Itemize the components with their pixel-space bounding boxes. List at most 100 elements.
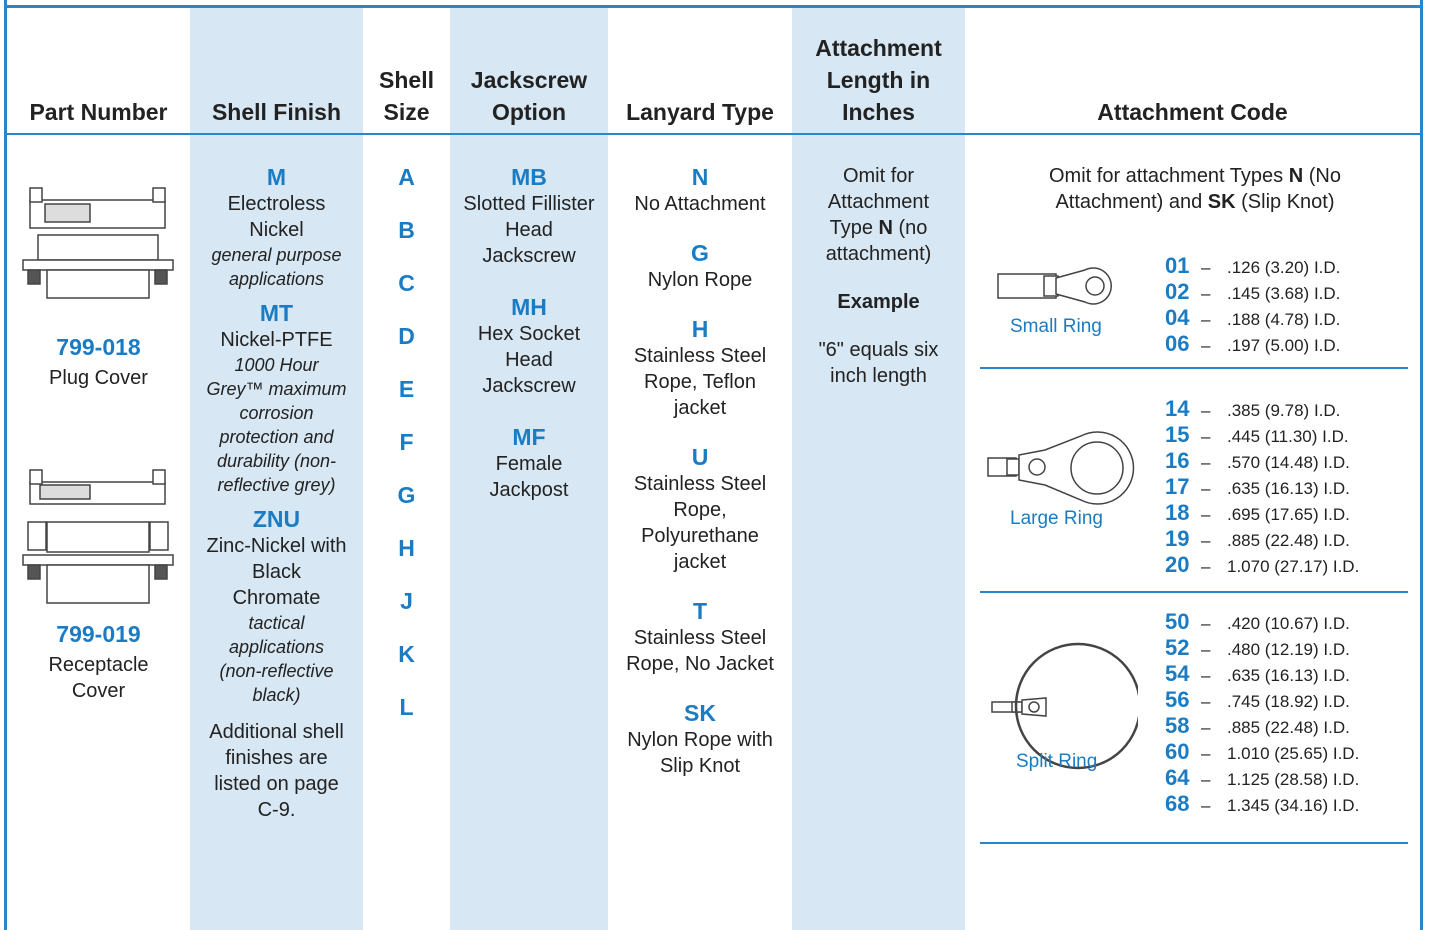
finish-note: tactical applications (non-reflective bl… bbox=[219, 613, 334, 705]
code-row: 04– .188 (4.78) I.D. bbox=[1165, 306, 1340, 332]
code-dash: – bbox=[1201, 666, 1211, 685]
finish-note: 1000 Hour Grey™ maximum corrosion protec… bbox=[206, 355, 347, 495]
attachment-code: 18 bbox=[1165, 500, 1190, 525]
finish-name: Electroless Nickel bbox=[227, 193, 326, 241]
part-code: 799-019 bbox=[56, 621, 141, 647]
attachment-code: 50 bbox=[1165, 609, 1190, 634]
code-row: 15– .445 (11.30) I.D. bbox=[1165, 423, 1359, 449]
header-cell: Lanyard Type bbox=[626, 99, 774, 125]
group-rule bbox=[980, 367, 1408, 369]
attachment-code: 14 bbox=[1165, 396, 1190, 421]
finish-item: ZNU Zinc-Nickel with Black Chromate tactic… bbox=[206, 505, 347, 707]
code-note-part: (No Attachment) and bbox=[1055, 165, 1341, 213]
ring-label: Small Ring bbox=[1010, 316, 1102, 337]
header-cell: Part Number bbox=[29, 99, 168, 125]
code-size: .745 (18.92) I.D. bbox=[1227, 692, 1350, 711]
attachment-code: 58 bbox=[1165, 713, 1190, 738]
code-size: .445 (11.30) I.D. bbox=[1227, 427, 1349, 446]
code-list: 50– .420 (10.67) I.D. 52– .480 (12.19) I.D.… bbox=[1165, 610, 1359, 818]
code-dash: – bbox=[1201, 453, 1211, 472]
code-row: 58– .885 (22.48) I.D. bbox=[1165, 714, 1359, 740]
lanyard-code: SK bbox=[684, 700, 716, 726]
jackscrew-name: Slotted Fillister Head Jackscrew bbox=[463, 193, 595, 267]
code-size: .188 (4.78) I.D. bbox=[1227, 310, 1341, 329]
code-dash: – bbox=[1201, 505, 1211, 524]
lanyard-name: Stainless Steel Rope, Teflon jacket bbox=[633, 345, 767, 419]
code-dash: – bbox=[1201, 284, 1211, 303]
split-ring-drawing bbox=[991, 642, 1138, 770]
size-code: H bbox=[398, 535, 415, 561]
size-code: C bbox=[398, 270, 415, 296]
ring-label: Large Ring bbox=[1010, 508, 1103, 529]
size-code: D bbox=[398, 323, 415, 349]
finish-code: ZNU bbox=[252, 506, 301, 532]
lanyard-name: Stainless Steel Rope, Polyurethane jacke… bbox=[633, 473, 767, 573]
size-code: K bbox=[398, 641, 415, 667]
shell-size-column: A B C D E F G H J K L bbox=[363, 151, 450, 734]
length-note-part: Omit for Attachment Type bbox=[827, 165, 930, 239]
lanyard-code: U bbox=[691, 444, 709, 470]
lanyard-name: Stainless Steel Rope, No Jacket bbox=[626, 627, 774, 675]
code-size: 1.345 (34.16) I.D. bbox=[1227, 796, 1360, 815]
lanyard-code: G bbox=[691, 240, 709, 266]
border bbox=[4, 5, 1423, 8]
code-size: .145 (3.68) I.D. bbox=[1227, 284, 1341, 303]
code-note-part: N bbox=[1288, 165, 1304, 187]
code-size: .570 (14.48) I.D. bbox=[1227, 453, 1350, 472]
attachment-code: 52 bbox=[1165, 635, 1190, 660]
attachment-code: 20 bbox=[1165, 552, 1190, 577]
code-dash: – bbox=[1201, 796, 1211, 815]
lanyard-name: Nylon Rope bbox=[647, 269, 753, 291]
size-code: B bbox=[398, 217, 415, 243]
length-note: Omit for Attachment Type N (no attachmen… bbox=[812, 163, 945, 267]
code-dash: – bbox=[1201, 692, 1211, 711]
jackscrew-name: Hex Socket Head Jackscrew bbox=[477, 323, 581, 397]
code-dash: – bbox=[1201, 744, 1211, 763]
code-dash: – bbox=[1201, 310, 1211, 329]
jackscrew-code: MB bbox=[511, 164, 547, 190]
attachment-code: 56 bbox=[1165, 687, 1190, 712]
code-dash: – bbox=[1201, 479, 1211, 498]
code-dash: – bbox=[1201, 336, 1211, 355]
attachment-code: 06 bbox=[1165, 331, 1190, 356]
code-size: .885 (22.48) I.D. bbox=[1227, 531, 1350, 550]
part-item: 799-019 Receptacle Cover bbox=[7, 620, 190, 704]
column-band bbox=[190, 8, 363, 930]
size-code: E bbox=[398, 376, 415, 402]
finish-code: M bbox=[266, 164, 287, 190]
lanyard-code: T bbox=[692, 598, 708, 624]
size-code: F bbox=[399, 429, 414, 455]
code-dash: – bbox=[1201, 614, 1211, 633]
jackscrew-item: MB Slotted Fillister Head Jackscrew bbox=[460, 163, 598, 269]
length-note-part: (no attachment) bbox=[825, 217, 932, 265]
small-ring-drawing bbox=[997, 267, 1112, 305]
code-dash: – bbox=[1201, 401, 1211, 420]
code-row: 56– .745 (18.92) I.D. bbox=[1165, 688, 1359, 714]
code-row: 14– .385 (9.78) I.D. bbox=[1165, 397, 1359, 423]
lanyard-code: H bbox=[691, 316, 709, 342]
code-size: .635 (16.13) I.D. bbox=[1227, 666, 1350, 685]
jackscrew-item: MF Female Jackpost bbox=[460, 423, 598, 503]
code-list: 01– .126 (3.20) I.D. 02– .145 (3.68) I.D. 04… bbox=[1165, 254, 1340, 358]
attachment-length-column: Omit for Attachment Type N (no attachmen… bbox=[792, 163, 965, 389]
code-row: 16– .570 (14.48) I.D. bbox=[1165, 449, 1359, 475]
attachment-code: 60 bbox=[1165, 739, 1190, 764]
code-row: 01– .126 (3.20) I.D. bbox=[1165, 254, 1340, 280]
lanyard-item: G Nylon Rope bbox=[616, 239, 784, 293]
code-row: 60–1.010 (25.65) I.D. bbox=[1165, 740, 1359, 766]
size-code: A bbox=[398, 164, 415, 190]
part-item: 799-018 Plug Cover bbox=[7, 333, 190, 391]
column-band bbox=[792, 8, 965, 930]
finish-name: Zinc-Nickel with Black Chromate bbox=[206, 535, 347, 609]
header-cell: Attachment Code bbox=[1097, 99, 1288, 125]
code-size: .420 (10.67) I.D. bbox=[1227, 614, 1350, 633]
lanyard-name: Nylon Rope with Slip Knot bbox=[627, 729, 773, 777]
border bbox=[1420, 0, 1423, 930]
shell-finish-column: M Electroless Nickel general purpose appli… bbox=[190, 163, 363, 823]
attachment-code: 19 bbox=[1165, 526, 1190, 551]
column-band bbox=[450, 8, 608, 930]
code-dash: – bbox=[1201, 718, 1211, 737]
finish-footer: Additional shell finishes are listed on … bbox=[209, 721, 344, 821]
code-size: .385 (9.78) I.D. bbox=[1227, 401, 1341, 420]
